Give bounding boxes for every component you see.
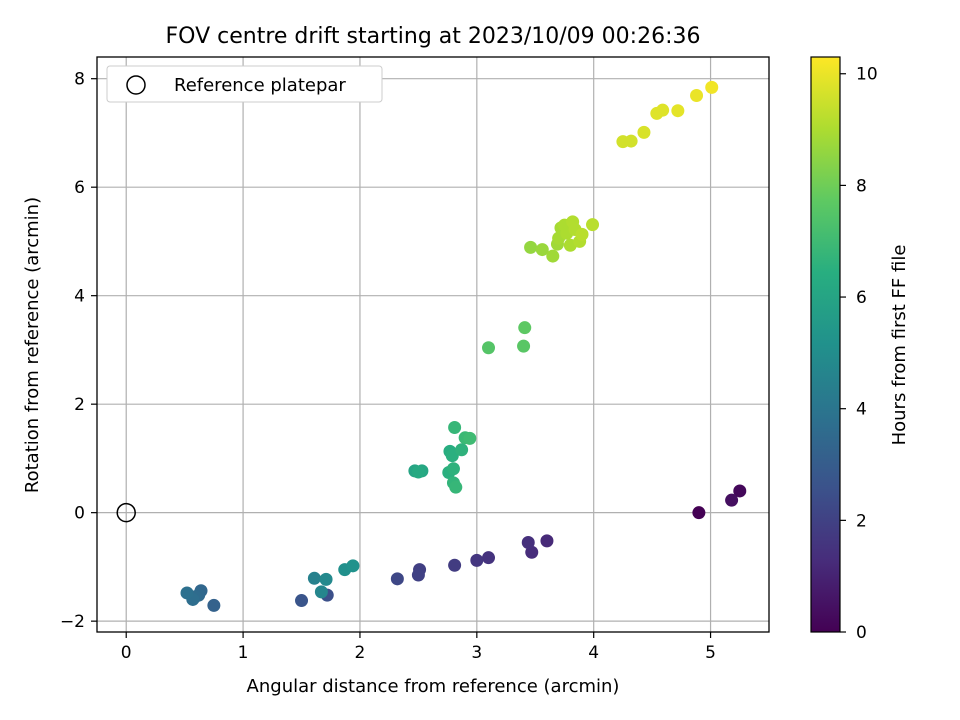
data-point [546,249,560,263]
y-tick-label: 4 [74,287,85,307]
data-point [319,572,333,586]
legend: Reference platepar [106,65,383,103]
data-point [637,125,651,139]
legend-marker-icon [126,75,146,95]
data-point [470,553,484,567]
colorbar-tick-label: 0 [856,623,867,643]
legend-box [106,65,383,103]
data-point [448,558,462,572]
chart-title: FOV centre drift starting at 2023/10/09 … [166,24,701,49]
colorbar-tick-label: 6 [856,288,867,308]
data-point [705,80,719,94]
colorbar-tick-label: 2 [856,511,867,531]
data-point [411,568,425,582]
colorbar-tick-label: 10 [856,65,878,85]
data-point [445,449,459,463]
data-point [482,341,496,355]
data-point [482,551,496,565]
data-point [449,480,463,494]
data-point [624,134,638,148]
data-point [517,339,531,353]
y-axis-label: Rotation from reference (arcmin) [22,197,43,493]
data-point [725,493,739,507]
data-point [690,89,704,103]
data-point [390,572,404,586]
data-point [455,443,469,457]
x-axis-ticks: 0 1 2 3 4 5 [121,632,716,663]
data-point [540,534,554,548]
data-point [411,465,425,479]
data-point [575,227,589,241]
data-point [307,571,321,585]
data-point [446,462,460,476]
colorbar-gradient [810,56,841,633]
plot-area [97,57,769,632]
data-point [586,218,600,232]
data-point [524,240,538,254]
data-point [671,104,685,118]
data-point [448,420,462,434]
x-tick-label: 4 [588,643,599,663]
x-tick-label: 1 [238,643,249,663]
data-point [180,586,194,600]
data-point [207,598,221,612]
y-tick-label: 8 [74,70,85,90]
data-point [314,585,328,599]
data-point [346,559,360,573]
data-points [180,80,747,612]
x-axis-label: Angular distance from reference (arcmin) [247,676,620,697]
x-tick-label: 5 [705,643,716,663]
x-tick-label: 3 [471,643,482,663]
colorbar-tick-label: 4 [856,400,867,420]
colorbar-tick-label: 8 [856,176,867,196]
y-axis-ticks: −2 0 2 4 6 8 [60,70,97,632]
data-point [518,321,532,335]
y-tick-label: 0 [74,504,85,524]
data-point [535,243,549,257]
data-point [463,431,477,445]
x-tick-label: 0 [121,643,132,663]
data-point [295,594,309,608]
data-point [733,484,747,498]
reference-platepar-marker [116,502,136,523]
y-tick-label: 2 [74,395,85,415]
legend-entry: Reference platepar [174,75,346,96]
data-point [656,103,670,117]
data-point [525,545,539,559]
y-tick-label: 6 [74,178,85,198]
plot-frame [96,56,770,633]
data-point [521,535,535,549]
data-point [692,506,706,520]
x-tick-label: 2 [355,643,366,663]
colorbar: 0 2 4 6 8 10 Hours from first FF file [810,56,910,643]
y-tick-label: −2 [60,612,85,632]
colorbar-label: Hours from first FF file [889,245,910,446]
colorbar-ticks: 0 2 4 6 8 10 [840,65,878,643]
